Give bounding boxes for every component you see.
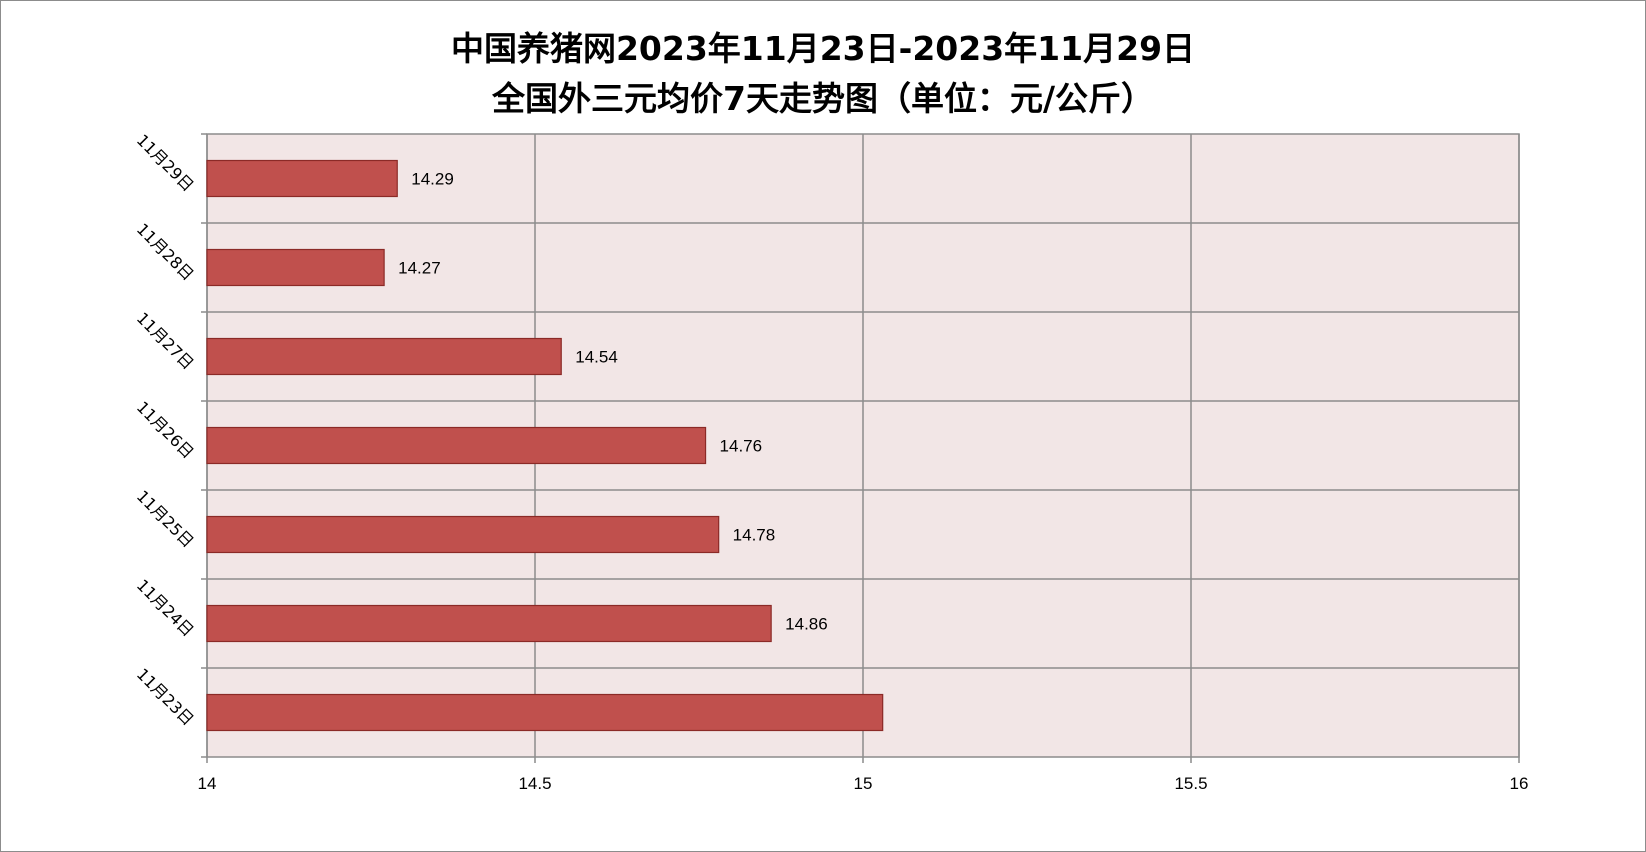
category-label: 11月25日	[133, 486, 198, 551]
bars	[206, 159, 884, 732]
bar	[206, 693, 884, 732]
data-label: 14.86	[785, 615, 828, 634]
grid-lines	[201, 133, 1520, 763]
bar	[206, 337, 562, 376]
chart-title-line-1: 中国养猪网2023年11月23日-2023年11月29日	[450, 29, 1196, 68]
x-tick-label: 14.5	[518, 774, 551, 793]
data-label: 14.27	[398, 259, 441, 278]
bar	[206, 515, 720, 554]
data-label: 14.29	[411, 170, 454, 189]
y-axis-categories: 11月23日 11月24日 11月25日 11月26日 11月27日 11月28日 11月2…	[133, 130, 198, 729]
x-tick-label: 15.5	[1174, 774, 1207, 793]
bar	[206, 426, 707, 465]
category-label: 11月29日	[133, 130, 198, 195]
data-label: 14.76	[720, 437, 763, 456]
category-label: 11月23日	[133, 664, 198, 729]
bar	[206, 159, 398, 198]
x-tick-label: 15	[854, 774, 873, 793]
category-label: 11月24日	[133, 575, 198, 640]
category-label: 11月27日	[133, 308, 198, 373]
bar	[206, 604, 772, 643]
chart-title: 中国养猪网2023年11月23日-2023年11月29日 全国外三元均价7天走势…	[0, 24, 1646, 124]
x-tick-label: 16	[1510, 774, 1529, 793]
x-tick-label: 14	[198, 774, 217, 793]
x-axis-ticks: 14 14.5 15 15.5 16	[198, 774, 1529, 793]
category-label: 11月28日	[133, 219, 198, 284]
data-labels: 14.86 14.78 14.76 14.54 14.27 14.29	[398, 170, 828, 634]
data-label: 14.54	[575, 348, 618, 367]
data-label: 14.78	[733, 526, 776, 545]
bar	[206, 248, 385, 287]
category-label: 11月26日	[133, 397, 198, 462]
chart-title-line-2: 全国外三元均价7天走势图（单位：元/公斤）	[491, 79, 1154, 118]
